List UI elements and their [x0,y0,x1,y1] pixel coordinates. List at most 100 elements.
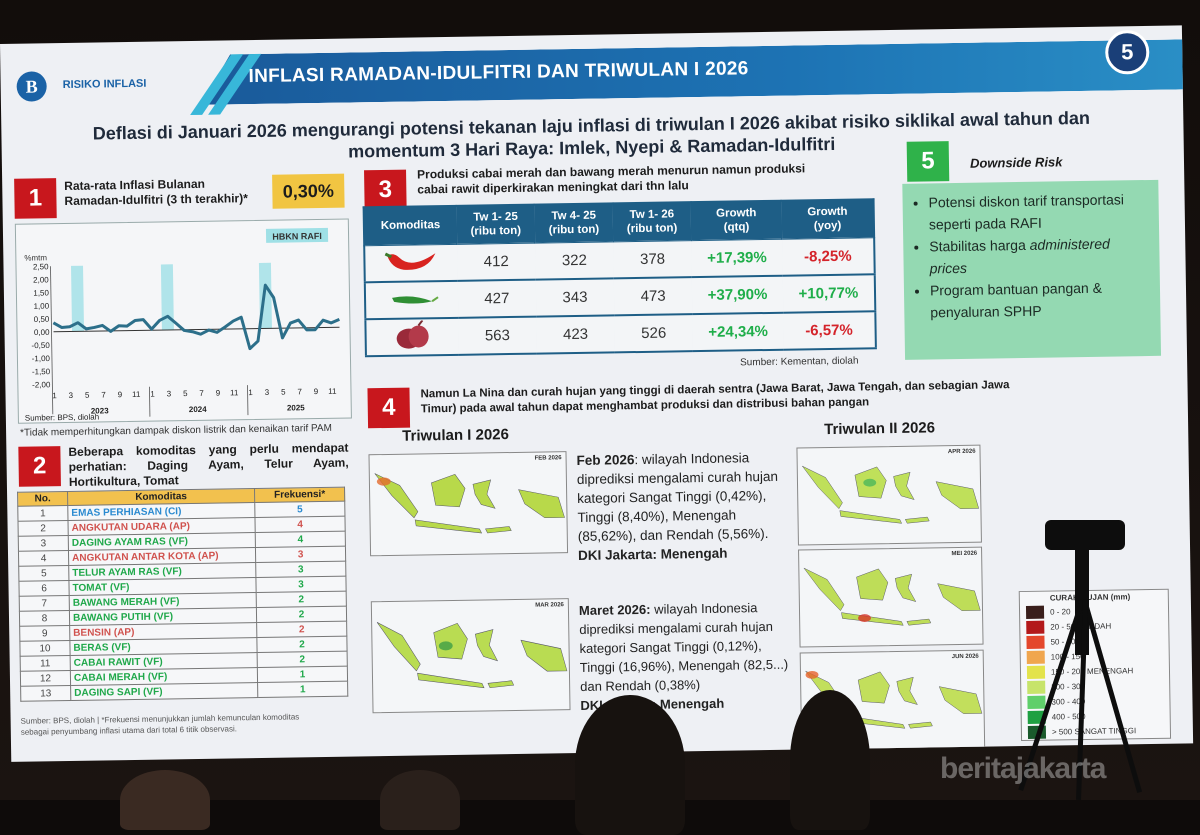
audience-head [790,690,870,830]
downside-risk-box: Potensi diskon tarif transportasi sepert… [902,180,1161,360]
chart-canvas: HBKN RAFI%mtm2,502,001,501,000,500,00-0,… [16,220,353,425]
svg-text:3: 3 [167,389,172,398]
tw4-25-value: 322 [535,241,614,279]
svg-text:11: 11 [230,388,239,397]
svg-text:7: 7 [297,387,302,396]
column-header-line-1: Komoditas [365,218,456,233]
frequency-value: 2 [256,591,346,607]
audience-head [575,695,685,835]
legend-label: 150 - 200 MENENGAH [1051,666,1133,676]
svg-text:2,00: 2,00 [33,275,49,284]
risk-text: Potensi diskon tarif transportasi sepert… [928,191,1124,232]
legend-title: CURAH HUJAN (mm) [1050,592,1131,602]
panel-2-note: Sumber: BPS, diolah | *Frekuensi menunju… [21,711,300,737]
panel-2-badge: 2 [18,446,61,487]
frequency-value: 3 [256,576,346,592]
column-header-line-2: (qtq) [692,220,782,235]
risk-text: Program bantuan pangan & penyaluran SPHP [930,280,1102,321]
column-header-line-1: Growth [691,206,781,221]
svg-text:%mtm: %mtm [24,253,47,262]
panel-3-title: Produksi cabai merah dan bawang merah me… [417,161,806,197]
svg-text:9: 9 [118,390,123,399]
frequency-value: 3 [256,561,346,577]
downside-risk-item: Program bantuan pangan & penyaluran SPHP [930,276,1149,323]
svg-text:HBKN RAFI: HBKN RAFI [272,231,322,242]
commodity-frequency-table: No. Komoditas Frekuensi* 1 EMAS PERHIASA… [17,487,348,702]
svg-text:0,50: 0,50 [34,315,50,324]
legend-swatch [1027,666,1045,679]
column-header-line-2: (yoy) [782,219,873,234]
green-chili-icon [365,281,458,319]
svg-text:Sumber: BPS, diolah: Sumber: BPS, diolah [25,412,99,422]
frequency-value: 2 [256,606,346,622]
legend-swatch [1026,621,1044,634]
growth-yoy-value: +10,77% [783,274,876,312]
triwulan-2-label: Triwulan II 2026 [824,419,935,438]
frequency-value: 4 [255,516,345,532]
slide-subtitle: Deflasi di Januari 2026 mengurangi poten… [61,106,1122,167]
indonesia-map-icon [372,599,571,713]
map-label: MAR 2026 [535,602,564,608]
column-header-line-2: (ribu ton) [613,221,690,236]
frequency-value: 4 [255,531,345,547]
svg-text:1,50: 1,50 [33,288,49,297]
svg-text:-2,00: -2,00 [32,380,51,389]
tw1-26-value: 526 [614,314,693,352]
panel-5-badge: 5 [907,141,950,182]
column-header-frekuensi: Frekuensi* [255,487,345,502]
column-header-line-1: Tw 4- 25 [535,209,612,224]
legend-label: 0 - 20 [1050,607,1071,616]
column-header-line-2: (ribu ton) [535,223,612,238]
svg-text:11: 11 [328,387,337,396]
rainfall-map-mar: MAR 2026 [371,598,571,713]
feb-desc-bold: Feb 2026 [576,452,634,468]
svg-text:5: 5 [281,388,286,397]
row-number: 10 [20,640,70,656]
row-number: 7 [19,595,69,611]
audience-head [120,770,210,830]
column-header: Tw 1- 26(ribu ton) [613,202,692,241]
growth-yoy-value: -6,57% [783,311,876,349]
row-number: 9 [20,625,70,641]
downside-risk-item: Stabilitas harga administered prices [929,232,1148,279]
feb-forecast-text: Feb 2026: wilayah Indonesia diprediksi m… [576,448,788,565]
svg-text:1: 1 [52,391,57,400]
rainfall-map-feb: FEB 2026 [368,451,568,556]
panel-1-footnote: *Tidak memperhitungkan dampak diskon lis… [20,423,332,439]
watermark: beritajakarta [940,752,1105,786]
svg-text:7: 7 [101,390,106,399]
svg-text:1: 1 [150,390,155,399]
svg-text:3: 3 [69,391,74,400]
row-number: 5 [19,565,69,581]
audience-head [380,770,460,830]
row-number: 11 [20,655,70,671]
svg-text:-0,50: -0,50 [31,341,50,350]
tw1-26-value: 378 [613,240,692,278]
frequency-value: 1 [258,681,348,697]
tw4-25-value: 343 [536,278,615,316]
svg-text:7: 7 [199,389,204,398]
growth-qtq-value: +37,90% [692,276,783,314]
row-number: 13 [21,685,71,701]
frequency-value: 2 [257,651,347,667]
column-header-line-2: (ribu ton) [457,224,534,239]
panel-1-title-line-2: Ramadan-Idulfitri (3 th terakhir)* [64,191,248,209]
panel-3-source: Sumber: Kementan, diolah [740,356,859,369]
risk-text: Stabilitas harga [929,237,1030,255]
column-header: Tw 4- 25(ribu ton) [534,203,613,242]
growth-qtq-value: +24,34% [693,313,784,351]
section-label: RISIKO INFLASI [63,78,147,91]
commodity-name: DAGING SAPI (VF) [71,683,258,701]
indonesia-map-icon [797,446,982,546]
svg-text:-1,50: -1,50 [32,367,51,376]
map-label: MEI 2026 [951,551,977,557]
bank-indonesia-logo-icon: B [16,71,46,101]
indonesia-map-icon [799,548,984,648]
panel-4-title: Namun La Nina dan curah hujan yang tingg… [420,378,1009,417]
svg-text:2024: 2024 [189,405,207,414]
tw4-25-value: 423 [536,315,615,353]
column-header: Growth(qtq) [691,201,782,240]
feb-dki-status: DKI Jakarta: Menengah [578,546,728,563]
legend-swatch [1026,636,1044,649]
